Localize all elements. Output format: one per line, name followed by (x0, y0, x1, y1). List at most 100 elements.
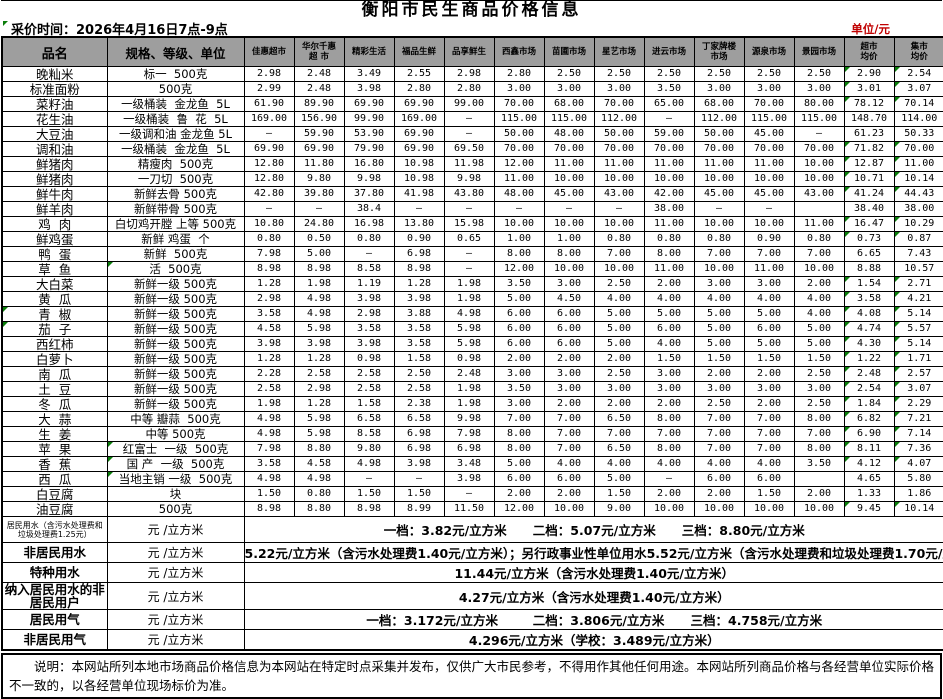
price-cell: 2.98 (243, 66, 295, 82)
avg-market-cell: 2.29 (893, 396, 943, 412)
avg-supermarket-cell: 8.88 (843, 261, 895, 277)
price-cell: 3.00 (593, 81, 645, 97)
price-cell: 37.80 (343, 186, 395, 202)
price-cell: 38.4 (343, 201, 395, 217)
price-cell: 4.58 (243, 321, 295, 337)
avg-supermarket-cell: 6.90 (843, 426, 895, 442)
price-cell: 5.00 (793, 321, 845, 337)
price-cell: 4.00 (643, 336, 695, 352)
price-cell: 4.00 (643, 456, 695, 472)
price-cell: 4.00 (793, 291, 845, 307)
price-cell: 80.00 (793, 96, 845, 112)
table-row: 鲜猪肉 一刀切 500克 12.80 9.80 9.98 10.98 9.98 11.00 10… (1, 171, 943, 187)
price-cell: 1.00 (493, 231, 545, 247)
utility-unit-cell: 元 /立方米 (106, 609, 245, 630)
price-cell: 10.00 (743, 216, 795, 232)
spec-cell: 标一 500克 (106, 66, 245, 82)
price-cell: 11.50 (443, 501, 495, 517)
avg-supermarket-cell: 0.73 (843, 231, 895, 247)
price-cell: 8.80 (293, 501, 345, 517)
comment-marker-icon (845, 142, 850, 147)
price-cell: 10.00 (643, 171, 695, 187)
price-cell: 7.00 (493, 411, 545, 427)
unit-label: 单位/元 (851, 22, 890, 36)
comment-marker-icon (845, 367, 850, 372)
comment-marker-icon (3, 322, 8, 327)
price-cell: 11.00 (493, 171, 545, 187)
price-cell: 2.50 (643, 66, 695, 82)
price-cell: 3.48 (443, 456, 495, 472)
price-cell: 79.90 (343, 141, 395, 157)
price-cell: 3.00 (543, 366, 595, 382)
price-cell: 11.00 (693, 156, 745, 172)
comment-marker-icon (895, 502, 900, 507)
price-cell: 7.00 (743, 246, 795, 262)
utility-unit-cell: 元 /立方米 (106, 562, 245, 583)
column-header-market-9: 进云市场 (643, 36, 695, 67)
price-cell: 45.00 (693, 186, 745, 202)
price-cell: 2.50 (593, 66, 645, 82)
price-cell: 7.00 (593, 246, 645, 262)
avg-supermarket-cell: 2.48 (843, 366, 895, 382)
avg-supermarket-cell: 4.12 (843, 456, 895, 472)
price-cell: 43.00 (793, 186, 845, 202)
price-cell: 9.98 (343, 171, 395, 187)
column-header-market-2: 华尔千惠 超 市 (293, 36, 345, 67)
price-cell: 6.00 (743, 321, 795, 337)
price-cell: 69.50 (443, 141, 495, 157)
price-cell: 99.90 (343, 111, 395, 127)
price-cell: 5.98 (443, 336, 495, 352)
price-cell: 3.58 (243, 306, 295, 322)
price-cell: 11.00 (593, 156, 645, 172)
table-row: 香 蕉国 产 一级 500克 3.58 4.58 4.98 3.98 3.48 5.00 4.… (1, 456, 943, 472)
utility-row: 居民用气元 /立方米 一档：3.172元/立方米 二档：3.806元/立方米 三档… (1, 609, 943, 630)
price-cell: 8.00 (643, 441, 695, 457)
price-cell: — (443, 126, 495, 142)
price-cell: 11.00 (743, 261, 795, 277)
price-cell: 13.80 (393, 216, 445, 232)
table-row: 标准面粉 500克 2.99 2.48 3.98 2.80 2.80 3.00 3.00 3.00… (1, 81, 943, 97)
avg-supermarket-cell: 61.23 (843, 126, 895, 142)
price-cell: 5.00 (493, 291, 545, 307)
price-cell: 3.00 (643, 381, 695, 397)
price-cell: 4.00 (743, 456, 795, 472)
price-cell: 6.00 (643, 321, 695, 337)
price-cell: 6.50 (593, 441, 645, 457)
price-cell: 50.00 (493, 126, 545, 142)
price-cell: 7.98 (243, 246, 295, 262)
spec-cell: 新鲜一级 500克 (106, 276, 245, 292)
price-cell: 3.98 (243, 336, 295, 352)
price-cell: 48.00 (493, 186, 545, 202)
price-cell: 11.00 (793, 216, 845, 232)
utility-row: 纳入居民用水的非居民用户元 /立方米 4.27元/立方米（含污水处理费1.40元/… (1, 582, 943, 610)
spec-cell: 新鲜 鸡蛋 个 (106, 231, 245, 247)
utility-name-cell: 非居民用水 (1, 542, 108, 563)
comment-marker-icon (845, 427, 850, 432)
price-cell: 8.00 (643, 246, 695, 262)
column-header-market-6: 西鑫市场 (493, 36, 545, 67)
price-cell: 2.50 (793, 396, 845, 412)
price-cell: 2.00 (543, 396, 595, 412)
price-cell: – (643, 111, 695, 127)
comment-marker-icon (845, 187, 850, 192)
table-row: 草 鱼活 500克 8.98 8.98 8.58 8.98—12.00 10.00 10.0… (1, 261, 943, 277)
column-header-market-12: 景园市场 (793, 36, 845, 67)
spec-cell: 一级桶装 金龙鱼 5L (106, 141, 245, 157)
price-cell: – (793, 126, 845, 142)
price-cell: 7.98 (243, 441, 295, 457)
price-cell (793, 201, 845, 217)
price-cell: – (393, 201, 445, 217)
table-row: 鲜羊肉 新鲜带骨 500克 – –38.4– – – – –38.00– –38.40 38.00 (1, 201, 943, 217)
price-cell: 2.58 (393, 381, 445, 397)
price-cell: 6.58 (343, 411, 395, 427)
price-cell: 1.19 (343, 276, 395, 292)
price-cell: 7.98 (443, 426, 495, 442)
comment-marker-icon (895, 157, 900, 162)
price-cell: 3.00 (543, 381, 595, 397)
price-cell: 10.00 (493, 216, 545, 232)
price-cell: 1.28 (243, 351, 295, 367)
price-cell: 2.00 (793, 276, 845, 292)
price-cell: 5.00 (293, 246, 345, 262)
utility-row: 非居民用水元 /立方米 5.22元/立方米（含污水处理费1.40元/立方米）；另行… (1, 542, 943, 563)
avg-supermarket-cell: 9.45 (843, 501, 895, 517)
